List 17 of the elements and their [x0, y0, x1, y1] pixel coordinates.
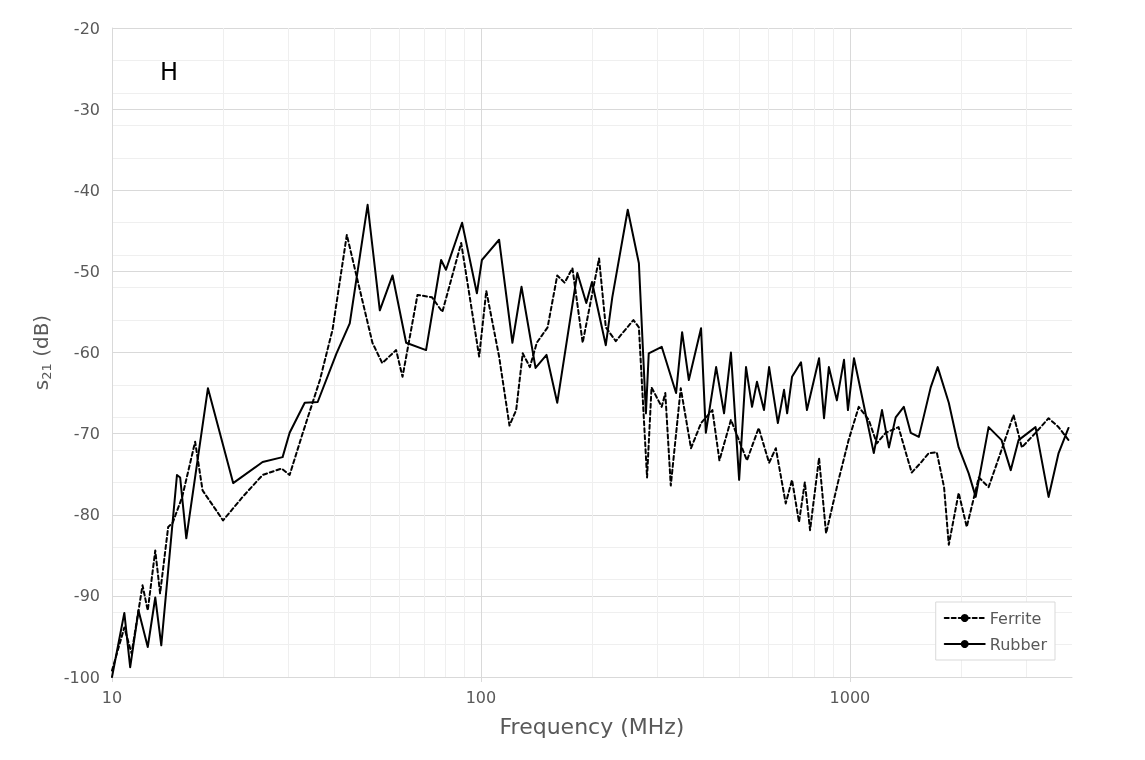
y-tick-label: -40: [73, 180, 100, 200]
y-tick-label: -80: [73, 505, 100, 525]
x-tick-label: 10: [101, 687, 123, 707]
y-axis-title: s21 (dB): [29, 314, 54, 391]
y-tick-label: -50: [73, 261, 100, 281]
y-tick-label: -60: [73, 343, 100, 362]
y-tick-label: -20: [73, 18, 100, 38]
y-tick-label: -70: [73, 424, 100, 444]
x-tick-label: 1000: [829, 687, 871, 707]
text: H: [160, 58, 179, 86]
y-tick-label: -100: [63, 667, 100, 687]
y-tick-label: -90: [73, 586, 100, 606]
legend-label: Ferrite: [989, 608, 1042, 628]
y-tick-label: -30: [73, 99, 100, 119]
x-axis-title: Frequency (MHz): [499, 713, 685, 739]
legend-label: Rubber: [989, 634, 1048, 654]
x-tick-label: 100: [465, 687, 497, 707]
